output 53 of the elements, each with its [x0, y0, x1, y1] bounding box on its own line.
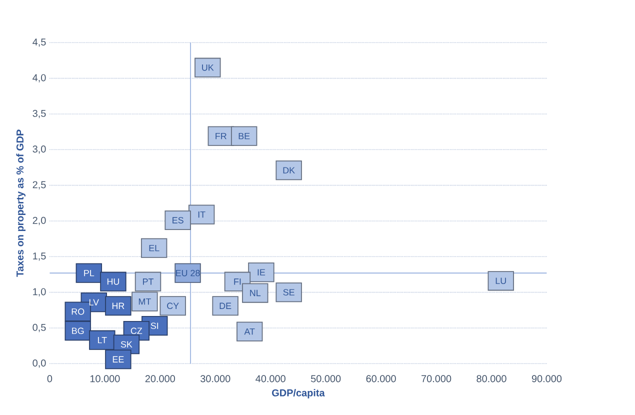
annotation: EL	[149, 244, 160, 252]
annotation: HU	[107, 278, 119, 285]
x-tick-label: 10.000	[90, 375, 120, 382]
annotation: FR	[216, 133, 226, 140]
x-tick-label: 40.000	[256, 375, 286, 382]
annotation: RO	[72, 308, 84, 315]
annotation: IE	[258, 269, 266, 276]
y-tick-label: 0,5	[32, 324, 46, 332]
y-tick-label: 2,0	[32, 216, 46, 226]
annotation: IT	[198, 211, 206, 218]
annotation: DK	[283, 167, 295, 174]
x-tick-label: 20.000	[145, 375, 175, 382]
annotation: CZ	[130, 328, 142, 334]
point	[188, 204, 215, 224]
x-tick-label: 80.000	[476, 375, 506, 382]
x-tick-label: 70.000	[422, 375, 452, 382]
annotation: BG	[72, 328, 84, 334]
y-tick-label: 1,0	[33, 288, 46, 296]
annotation: LU	[496, 278, 506, 284]
annotation: SK	[120, 341, 132, 348]
x-tick-label: 90.000	[532, 375, 562, 382]
annotation: LV	[89, 299, 99, 306]
annotation: ES	[172, 217, 184, 224]
y-tick-label: 4,0	[32, 74, 46, 82]
annotation: PT	[143, 278, 154, 285]
y-tick-label: 2,5	[32, 181, 46, 190]
annotation: NL	[250, 290, 261, 296]
annotation: HR	[112, 302, 124, 309]
x-tick-label: 50.000	[310, 375, 341, 382]
x-tick-label: 0	[47, 375, 52, 382]
point	[248, 262, 274, 282]
x-tick-label: 60.000	[366, 375, 396, 382]
annotation: UK	[202, 64, 214, 71]
annotation: SI	[150, 322, 158, 330]
x-tick-label: 30.000	[200, 375, 230, 382]
annotation: AT	[244, 328, 255, 335]
y-tick-label: 4,5	[32, 38, 46, 47]
annotation: EE	[112, 356, 124, 362]
annotation: SE	[283, 289, 294, 296]
annotation: MT	[138, 298, 151, 305]
annotation: PL	[84, 270, 94, 276]
annotation: EU 28	[176, 270, 200, 276]
y-tick-label: 0,0	[32, 360, 46, 368]
annotation: FI	[234, 278, 241, 285]
annotation: CY	[167, 302, 179, 310]
y-axis-title: Taxes on property as % of GDP	[16, 130, 26, 277]
y-tick-label: 3,0	[32, 146, 46, 154]
annotation: DE	[220, 302, 232, 309]
annotation: LT	[98, 337, 107, 344]
x-axis-title: GDP/capita	[272, 389, 325, 398]
y-tick-label: 3,5	[32, 110, 46, 118]
annotation: BE	[238, 133, 250, 140]
y-tick-label: 1,5	[33, 252, 46, 261]
